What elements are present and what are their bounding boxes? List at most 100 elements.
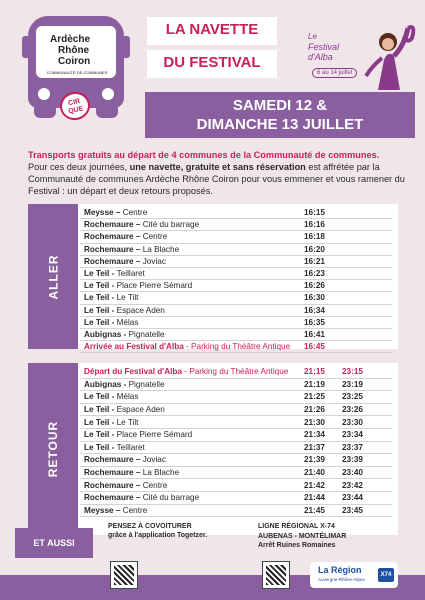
- covo-sub: grâce à l'application Togetzer.: [108, 532, 208, 539]
- departure-time-1: 16:35: [304, 317, 325, 327]
- departure-time-2: 23:26: [342, 405, 363, 415]
- stop-town: Le Teil -: [84, 417, 117, 427]
- departure-time-1: 21:15: [304, 367, 325, 377]
- date-line-1: SAMEDI 12 &: [232, 97, 328, 114]
- stop-town: Le Teil -: [84, 430, 117, 440]
- logo-subtitle: COMMUNAUTÉ DE COMMUNES: [46, 70, 108, 75]
- table-row: Rochemaure – La Blache 21:40 23:40: [80, 467, 392, 480]
- departure-time-1: 16:45: [304, 342, 325, 352]
- aller-timetable: ALLER Meysse – Centre 16:15 Rochemaure – C…: [28, 204, 398, 354]
- table-row: Le Teil - Mélas 21:25 23:25: [80, 391, 392, 404]
- logo-line-3: Coiron: [58, 56, 91, 67]
- departure-time-1: 21:25: [304, 392, 325, 402]
- stop-name: Arrivée au Festival d'Alba - Parking du …: [80, 342, 304, 351]
- departure-time-1: 21:30: [304, 417, 325, 427]
- departure-time-1: 21:40: [304, 468, 325, 478]
- stop-name: Départ du Festival d'Alba - Parking du T…: [80, 367, 304, 376]
- retour-label-wrap: RETOUR: [28, 363, 78, 535]
- stop-place: Joviac: [142, 256, 166, 266]
- stop-name: Le Teil - Mélas: [80, 392, 304, 401]
- stop-name: Rochemaure – Cité du barrage: [80, 493, 304, 502]
- stop-name: Meysse – Centre: [80, 208, 304, 217]
- departure-time-2: 23:42: [342, 480, 363, 490]
- covo-title: PENSEZ À COVOITURER: [108, 523, 192, 530]
- festival-label-1: Le: [308, 32, 317, 41]
- stop-place: Centre: [122, 208, 148, 218]
- ligne-3: Arrêt Ruines Romaines: [258, 542, 336, 549]
- departure-time-1: 21:42: [304, 480, 325, 490]
- stop-name: Rochemaure – La Blache: [80, 468, 304, 477]
- stop-name: Meysse – Centre: [80, 506, 304, 515]
- departure-time-1: 21:34: [304, 430, 325, 440]
- intro-lead: Transports gratuits au départ de 4 commu…: [28, 150, 380, 160]
- table-row: Le Teil - Teillaret 16:23: [80, 268, 392, 281]
- table-row: Meysse – Centre 21:45 23:45: [80, 505, 392, 518]
- table-row: Le Teil - Mélas 16:35: [80, 317, 392, 329]
- stop-name: Le Teil - Espace Aden: [80, 405, 304, 414]
- table-row: Le Teil - Le Tilt 16:30: [80, 292, 392, 305]
- departure-time-1: 16:30: [304, 293, 325, 303]
- stop-name: Le Teil - Teillaret: [80, 269, 304, 278]
- covoiturage-info: PENSEZ À COVOITURER grâce à l'applicatio…: [108, 522, 248, 540]
- table-row: Le Teil - Le Tilt 21:30 23:30: [80, 416, 392, 429]
- table-row: Le Teil - Place Pierre Sémard 21:34 23:34: [80, 429, 392, 442]
- stop-name: Rochemaure – Joviac: [80, 455, 304, 464]
- table-row: Rochemaure – Cité du barrage 21:44 23:44: [80, 492, 392, 505]
- stop-name: Rochemaure – Centre: [80, 481, 304, 490]
- departure-time-2: 23:34: [342, 430, 363, 440]
- stop-name: Rochemaure – Joviac: [80, 257, 304, 266]
- departure-time-1: 21:37: [304, 442, 325, 452]
- departure-time-1: 16:16: [304, 220, 325, 230]
- stop-name: Le Teil - Teillaret: [80, 443, 304, 452]
- departure-time-2: 23:19: [342, 379, 363, 389]
- bus-mirror-left: [22, 36, 30, 58]
- bus-wheel-left: [34, 106, 56, 118]
- aller-rows: Meysse – Centre 16:15 Rochemaure – Cité du…: [80, 207, 392, 354]
- stop-town: Le Teil -: [84, 317, 117, 327]
- departure-time-2: 23:39: [342, 455, 363, 465]
- departure-time-1: 16:20: [304, 244, 325, 254]
- retour-timetable: RETOUR Départ du Festival d'Alba - Parki…: [28, 363, 398, 535]
- stop-name: Aubignas - Pignatelle: [80, 380, 304, 389]
- stop-town: Rochemaure –: [84, 480, 143, 490]
- bus-mirror-right: [122, 36, 130, 58]
- stop-name: Rochemaure – Centre: [80, 232, 304, 241]
- table-row: Rochemaure – Centre 21:42 23:42: [80, 479, 392, 492]
- table-row: Rochemaure – La Blache 16:20: [80, 244, 392, 256]
- stop-place: - Parking du Théâtre Antique: [183, 342, 291, 352]
- aller-label: ALLER: [46, 254, 60, 299]
- ligne-regionale-info: LIGNE RÉGIONAL X-74 AUBENAS - MONTÉLIMAR…: [258, 522, 408, 551]
- region-badge: X74: [378, 568, 394, 582]
- intro-p1: Pour ces deux journées,: [28, 162, 130, 172]
- departure-time-1: 16:21: [304, 256, 325, 266]
- departure-time-1: 21:45: [304, 505, 325, 515]
- festival-label: Le Festival d'Alba: [308, 32, 339, 62]
- stop-place: Centre: [122, 505, 148, 515]
- qr-code-covoiturage[interactable]: [110, 561, 138, 589]
- stop-place: Teillaret: [116, 269, 145, 279]
- intro-text: Transports gratuits au départ de 4 commu…: [28, 149, 408, 197]
- table-row: Rochemaure – Centre 16:18: [80, 231, 392, 244]
- stop-town: Le Teil -: [84, 281, 117, 291]
- stop-town: Le Teil -: [84, 405, 117, 415]
- title-line-2: DU FESTIVAL: [147, 50, 277, 78]
- festival-dates: 6 au 14 juillet: [312, 68, 358, 78]
- stop-town: Rochemaure –: [84, 220, 143, 230]
- table-row: Rochemaure – Joviac 21:39 23:39: [80, 454, 392, 467]
- stop-town: Arrivée au Festival d'Alba: [84, 342, 184, 352]
- festival-performer-icon: [364, 25, 416, 90]
- stop-place: Mélas: [116, 317, 139, 327]
- stop-name: Le Teil - Le Tilt: [80, 293, 304, 302]
- stop-town: Le Teil -: [84, 392, 117, 402]
- stop-place: Cité du barrage: [142, 493, 200, 503]
- stop-town: Rochemaure –: [84, 256, 143, 266]
- stop-place: Cité du barrage: [142, 220, 200, 230]
- qr-code-ligne[interactable]: [262, 561, 290, 589]
- stop-place: Pignatelle: [128, 329, 165, 339]
- stop-place: La Blache: [142, 244, 180, 254]
- title-line-1: LA NAVETTE: [147, 17, 277, 45]
- stop-place: Teillaret: [116, 442, 145, 452]
- stop-name: Rochemaure – La Blache: [80, 245, 304, 254]
- departure-time-1: 16:41: [304, 329, 325, 339]
- stop-place: Centre: [142, 480, 168, 490]
